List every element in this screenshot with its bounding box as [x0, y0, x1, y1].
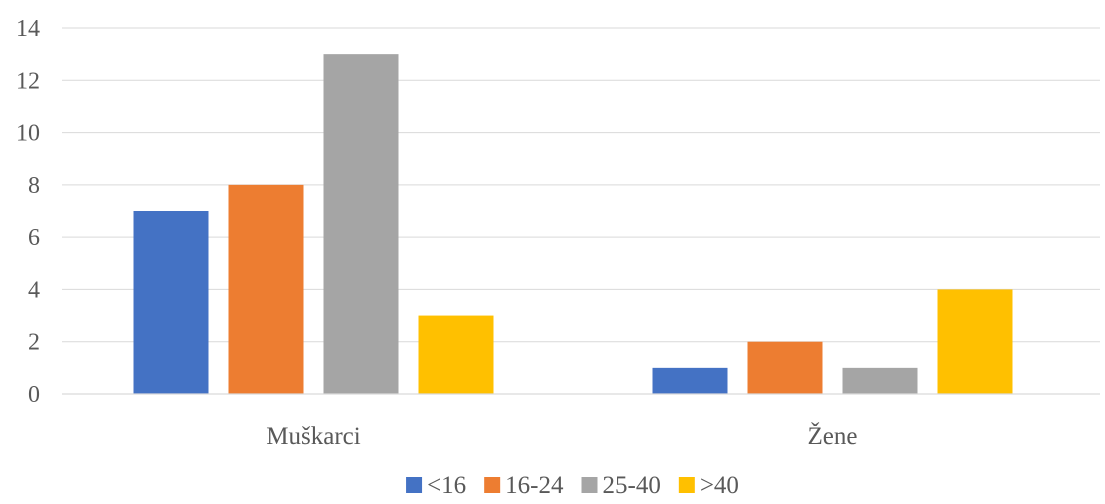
bar-Muškarci-25-40	[323, 54, 399, 395]
bar-Žene-16-24	[747, 341, 823, 394]
bars	[133, 54, 1013, 395]
y-tick-label: 12	[16, 68, 40, 94]
legend: <16 16-24 25-40 >40	[406, 472, 739, 499]
y-tick-label: 4	[28, 277, 40, 303]
legend-label: <16	[427, 472, 466, 499]
category-label: Muškarci	[266, 423, 360, 450]
category-label: Žene	[808, 422, 858, 450]
y-tick-label: 14	[16, 16, 40, 42]
y-tick-label: 8	[28, 173, 40, 199]
y-tick-label: 2	[28, 330, 40, 356]
x-axis: Muškarci Žene	[62, 393, 1100, 450]
bar-Žene-<16	[652, 367, 728, 394]
legend-swatch->40	[678, 477, 695, 493]
legend-swatch-<16	[406, 477, 423, 493]
legend-swatch-25-40	[581, 477, 598, 493]
bar-Muškarci-<16	[133, 211, 209, 394]
bar-Žene-25-40	[842, 367, 918, 394]
bar-Muškarci->40	[418, 315, 494, 394]
legend-swatch-16-24	[484, 477, 501, 493]
bar-Muškarci-16-24	[228, 184, 304, 394]
y-tick-label: 0	[28, 382, 40, 408]
bar-Žene->40	[937, 289, 1013, 394]
y-tick-label: 6	[28, 225, 40, 251]
legend-label: 25-40	[603, 472, 661, 499]
legend-label: 16-24	[505, 472, 564, 499]
legend-label: >40	[700, 472, 739, 499]
y-axis-ticks: 0 2 4 6 8 10 12 14	[16, 16, 40, 408]
y-tick-label: 10	[16, 121, 40, 147]
